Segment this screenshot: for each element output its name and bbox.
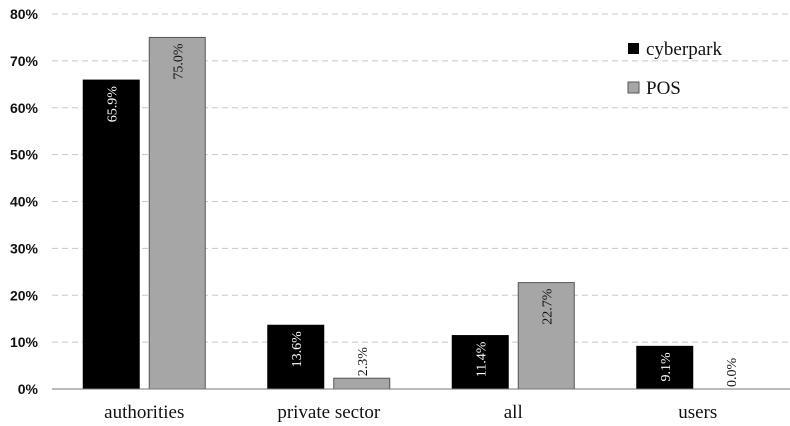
data-label: 75.0% [171, 43, 186, 80]
y-tick-label: 60% [10, 100, 39, 116]
x-category-label: private sector [277, 402, 381, 423]
bars [82, 36, 694, 390]
bar-pos-authorities [148, 36, 206, 390]
bar-cyberpark-authorities [82, 79, 140, 390]
x-category-label: users [678, 402, 717, 423]
legend-swatch-pos [627, 81, 640, 94]
legend: cyberpark POS [627, 39, 722, 99]
data-label: 22.7% [540, 288, 555, 325]
y-tick-label: 80% [10, 6, 39, 22]
data-label: 65.9% [105, 86, 120, 123]
x-category-label: all [504, 402, 523, 423]
bar-pos-private-sector [333, 377, 391, 390]
legend-swatch-cyberpark [628, 43, 639, 54]
data-label: 13.6% [290, 331, 305, 368]
legend-label-cyberpark: cyberpark [646, 39, 722, 60]
legend-label-pos: POS [646, 78, 681, 99]
data-label: 0.0% [725, 358, 740, 388]
x-category-label: authorities [104, 402, 184, 423]
data-label: 2.3% [356, 347, 371, 377]
bar-cyberpark-users [636, 345, 694, 390]
data-labels: 65.9% 75.0% 13.6% 2.3% 11.4% 22.7% 9.1% 0.0% [105, 43, 740, 387]
data-label: 11.4% [474, 341, 489, 377]
y-tick-label: 40% [10, 194, 39, 210]
y-axis: 0% 10% 20% 30% 40% 50% 60% 70% 80% [10, 6, 39, 397]
data-label: 9.1% [659, 352, 674, 382]
y-tick-label: 70% [10, 53, 39, 69]
y-tick-label: 30% [10, 240, 39, 256]
x-axis: authorities private sector all users [52, 388, 790, 423]
bar-pos-all [517, 282, 575, 390]
y-tick-label: 50% [10, 147, 39, 163]
y-tick-label: 10% [10, 334, 39, 350]
y-tick-label: 20% [10, 287, 39, 303]
bar-cyberpark-private-sector [267, 324, 325, 390]
y-tick-label: 0% [18, 381, 39, 397]
